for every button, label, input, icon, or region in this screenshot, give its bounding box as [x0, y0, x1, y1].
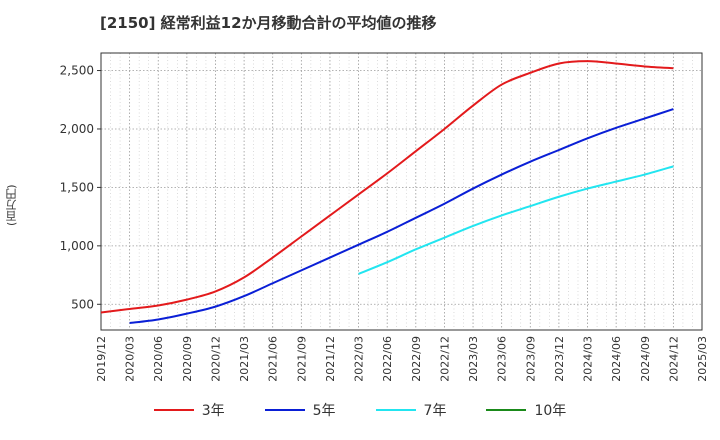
x-tick-label: 2023/03	[467, 336, 480, 382]
x-tick-label: 2024/03	[582, 336, 595, 382]
x-tick-label: 2025/03	[696, 336, 709, 382]
x-tick-label: 2023/12	[553, 336, 566, 382]
x-tick-label: 2020/12	[209, 336, 222, 382]
x-tick-label: 2023/06	[496, 336, 509, 382]
legend-swatch	[486, 409, 527, 411]
x-tick-label: 2024/06	[610, 336, 623, 382]
x-tick-label: 2021/09	[295, 336, 308, 382]
plot-background	[101, 53, 702, 330]
x-tick-label: 2021/03	[238, 336, 251, 382]
x-tick-label: 2021/12	[324, 336, 337, 382]
x-tick-label: 2024/12	[667, 336, 680, 382]
legend-swatch	[375, 409, 416, 411]
x-tick-label: 2022/06	[381, 336, 394, 382]
legend-label: 10年	[534, 403, 567, 419]
plot-area: 2019/12 2020/03 2020/06 2020/09 2020/12 2021/…	[60, 52, 709, 382]
legend-label: 5年	[312, 403, 336, 419]
legend: 3年 5年 7年 10年	[0, 400, 720, 420]
legend-item: 7年	[375, 400, 447, 420]
y-tick-label: 500	[71, 297, 94, 311]
x-tick-label: 2019/12	[95, 336, 108, 382]
x-tick-label: 2020/03	[124, 336, 137, 382]
x-tick-label: 2021/06	[267, 336, 280, 382]
legend-swatch	[264, 409, 305, 411]
legend-item: 3年	[153, 400, 225, 420]
plot-border	[100, 52, 703, 331]
series-line-5年	[129, 108, 674, 324]
x-tick-label: 2020/09	[181, 336, 194, 382]
legend-item: 5年	[264, 400, 336, 420]
y-tick-label: 2,000	[60, 122, 94, 136]
series-line-3年	[100, 60, 674, 314]
y-tick-label: 1,500	[60, 180, 94, 194]
x-tick-label: 2024/09	[639, 336, 652, 382]
legend-item: 10年	[486, 400, 566, 420]
legend-label: 3年	[201, 403, 225, 419]
series-line-7年	[358, 165, 674, 275]
x-tick-label: 2022/09	[410, 336, 423, 382]
legend-label: 7年	[423, 403, 447, 419]
legend-swatch	[153, 409, 194, 411]
x-tick-label: 2020/06	[152, 336, 165, 382]
chart-title: [2150] 経常利益12か月移動合計の平均値の推移	[100, 14, 437, 32]
y-tick-label: 2,500	[60, 64, 94, 78]
y-tick-label: 1,000	[60, 239, 94, 253]
x-tick-label: 2023/09	[524, 336, 537, 382]
y-axis-label: (百万円)	[5, 184, 18, 226]
x-tick-label: 2022/03	[353, 336, 366, 382]
x-tick-label: 2022/12	[438, 336, 451, 382]
